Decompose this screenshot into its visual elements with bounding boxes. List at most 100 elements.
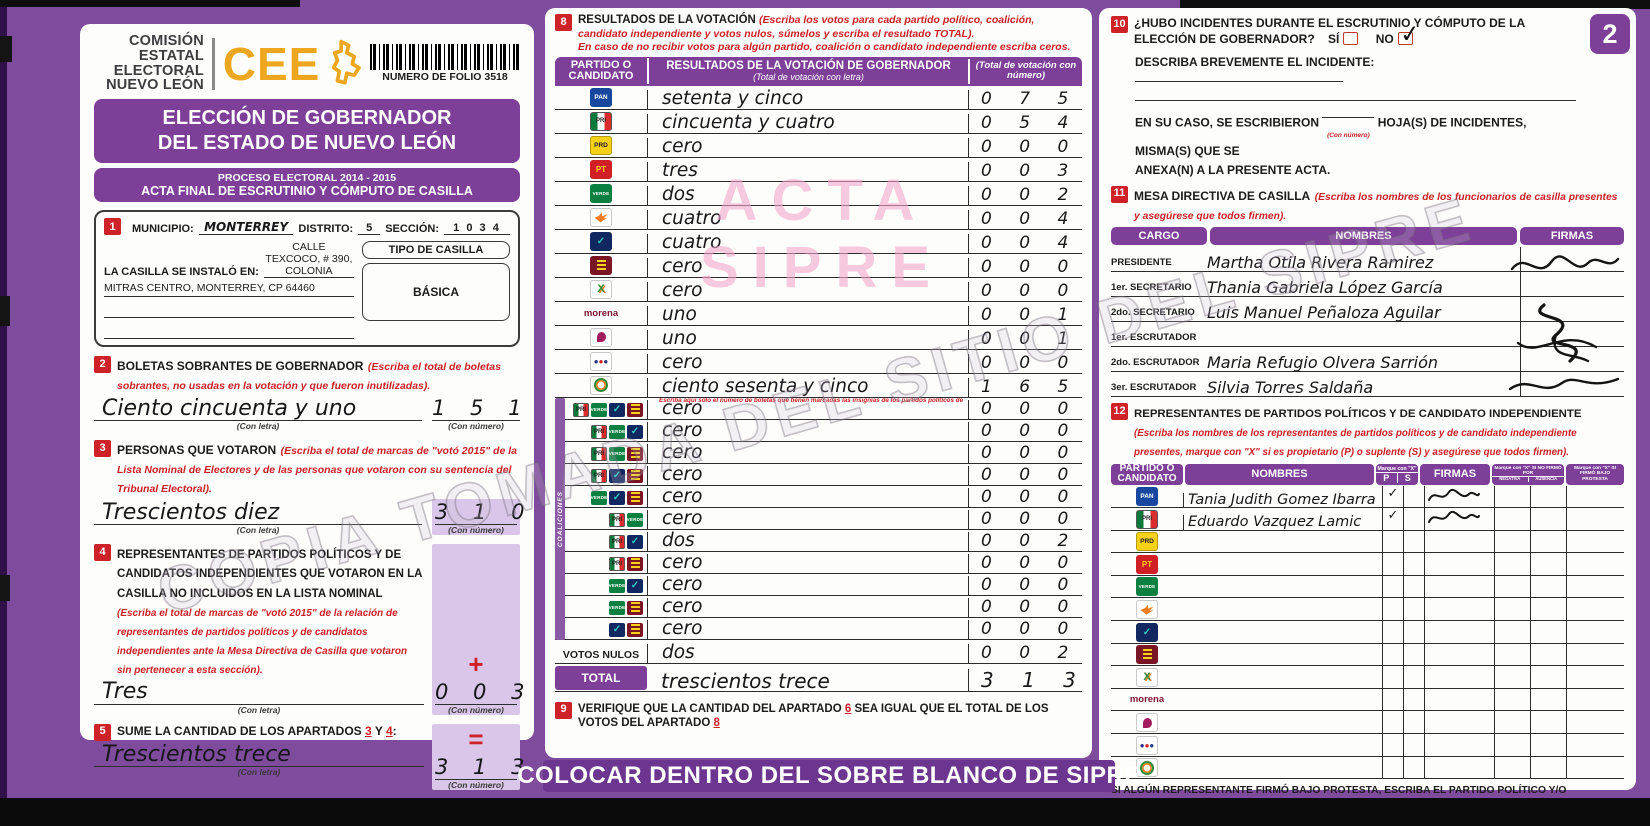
propietario-check[interactable] (1382, 711, 1403, 734)
negativa-cell[interactable] (1494, 553, 1530, 575)
boletas-sobrantes-numero[interactable]: 1 5 1 (432, 395, 531, 421)
propietario-check[interactable] (1382, 598, 1403, 621)
protesta-cell[interactable] (1566, 530, 1624, 553)
ausencia-cell[interactable] (1530, 508, 1566, 530)
vote-numero-mc[interactable]: 0 0 4 (968, 210, 1082, 229)
ausencia-cell[interactable] (1530, 553, 1566, 575)
negativa-cell[interactable] (1494, 485, 1530, 508)
vote-letra-pt[interactable]: tres (647, 162, 968, 181)
coalition-numero-5[interactable]: 0 0 0 (968, 510, 1082, 529)
suma-letra[interactable]: Trescientos trece (94, 742, 424, 767)
firma-cell[interactable] (1520, 371, 1624, 396)
protesta-cell[interactable] (1566, 621, 1624, 643)
vote-letra-morena[interactable]: uno (647, 306, 968, 325)
negativa-cell[interactable] (1494, 688, 1530, 711)
representante-nombre[interactable]: Tania Judith Gomez Ibarra (1183, 493, 1382, 508)
ausencia-cell[interactable] (1530, 756, 1566, 779)
incidente-blank-1[interactable] (1135, 69, 1343, 83)
funcionario-nombre[interactable]: Martha Otila Rivera Ramirez (1207, 252, 1434, 272)
coalition-numero-10[interactable]: 0 0 0 (968, 620, 1082, 639)
vote-letra-alianza[interactable]: cuatro (647, 234, 968, 253)
vote-numero-pd[interactable]: 0 0 0 (968, 258, 1082, 277)
coalition-numero-4[interactable]: 0 0 0 (968, 488, 1082, 507)
vote-letra-indep[interactable]: ciento sesenta y cinco (647, 378, 968, 397)
suplente-check[interactable] (1403, 756, 1424, 779)
coalition-letra-5[interactable]: cero (647, 510, 968, 529)
firma-cell[interactable] (1520, 346, 1624, 371)
propietario-check[interactable] (1382, 530, 1403, 553)
propietario-check[interactable] (1382, 553, 1403, 575)
negativa-cell[interactable] (1494, 756, 1530, 779)
negativa-cell[interactable] (1494, 621, 1530, 643)
representante-firma[interactable] (1424, 508, 1494, 530)
suplente-check[interactable] (1403, 688, 1424, 711)
vote-letra-cruzada[interactable]: cero (647, 282, 968, 301)
votos-nulos-numero[interactable]: 0 0 2 (968, 644, 1082, 663)
coalition-numero-1[interactable]: 0 0 0 (968, 422, 1082, 441)
coalition-letra-1[interactable]: cero (647, 422, 968, 441)
ausencia-cell[interactable] (1530, 621, 1566, 643)
suplente-check[interactable] (1403, 553, 1424, 575)
suplente-check[interactable] (1403, 643, 1424, 666)
coalition-letra-0[interactable]: cero (647, 400, 968, 419)
protesta-cell[interactable] (1566, 553, 1624, 575)
address-line-3[interactable] (104, 303, 354, 319)
protesta-cell[interactable] (1566, 508, 1624, 530)
representante-firma[interactable] (1424, 530, 1494, 553)
suplente-check[interactable] (1403, 508, 1424, 530)
total-numero[interactable]: 3 1 3 (968, 668, 1082, 691)
vote-letra-pan[interactable]: setenta y cinco (647, 90, 968, 109)
propietario-check[interactable]: ✓ (1382, 485, 1403, 508)
protesta-cell[interactable] (1566, 598, 1624, 621)
protesta-cell[interactable] (1566, 643, 1624, 666)
vote-letra-es[interactable]: cero (647, 354, 968, 373)
vote-numero-pri[interactable]: 0 5 4 (968, 114, 1082, 133)
representante-firma[interactable] (1424, 666, 1494, 688)
protesta-cell[interactable] (1566, 688, 1624, 711)
negativa-cell[interactable] (1494, 643, 1530, 666)
propietario-check[interactable] (1382, 734, 1403, 756)
negativa-cell[interactable] (1494, 598, 1530, 621)
vote-letra-humanista[interactable]: uno (647, 330, 968, 349)
vote-letra-prd[interactable]: cero (647, 138, 968, 157)
funcionario-nombre[interactable]: Luis Manuel Peñaloza Aguilar (1207, 302, 1441, 322)
representante-firma[interactable] (1424, 485, 1494, 508)
tipo-casilla-value[interactable]: BÁSICA (362, 263, 510, 322)
vote-numero-indep[interactable]: 1 6 5 (968, 378, 1082, 397)
suma-numero[interactable]: 3 1 3 (435, 754, 534, 780)
firma-cell[interactable] (1520, 271, 1624, 296)
funcionario-nombre[interactable]: Silvia Torres Saldaña (1207, 377, 1374, 397)
suplente-check[interactable] (1403, 666, 1424, 688)
coalition-numero-8[interactable]: 0 0 0 (968, 576, 1082, 595)
protesta-cell[interactable] (1566, 575, 1624, 598)
funcionario-nombre[interactable]: Maria Refugio Olvera Sarrión (1207, 352, 1439, 372)
suplente-check[interactable] (1403, 598, 1424, 621)
representante-firma[interactable] (1424, 643, 1494, 666)
coalition-letra-10[interactable]: cero (647, 620, 968, 639)
address-line-4[interactable] (104, 324, 354, 340)
vote-numero-es[interactable]: 0 0 0 (968, 354, 1082, 373)
vote-letra-mc[interactable]: cuatro (647, 210, 968, 229)
coalition-numero-0[interactable]: 0 0 0 (968, 400, 1082, 419)
representante-nombre[interactable]: Eduardo Vazquez Lamic (1183, 515, 1382, 530)
negativa-cell[interactable] (1494, 508, 1530, 530)
protesta-cell[interactable] (1566, 734, 1624, 756)
coalition-letra-7[interactable]: cero (647, 554, 968, 573)
coalition-letra-3[interactable]: cero (647, 466, 968, 485)
coalition-numero-3[interactable]: 0 0 0 (968, 466, 1082, 485)
firma-cell[interactable] (1520, 296, 1624, 321)
protesta-cell[interactable] (1566, 711, 1624, 734)
municipio-value[interactable]: MONTERREY (198, 220, 294, 236)
vote-numero-alianza[interactable]: 0 0 4 (968, 234, 1082, 253)
vote-numero-verde[interactable]: 0 0 2 (968, 186, 1082, 205)
coalition-numero-6[interactable]: 0 0 2 (968, 532, 1082, 551)
ausencia-cell[interactable] (1530, 734, 1566, 756)
representante-firma[interactable] (1424, 575, 1494, 598)
representante-firma[interactable] (1424, 553, 1494, 575)
propietario-check[interactable] (1382, 621, 1403, 643)
firma-cell[interactable] (1520, 246, 1624, 271)
votos-nulos-letra[interactable]: dos (647, 644, 968, 663)
representante-firma[interactable] (1424, 688, 1494, 711)
representante-firma[interactable] (1424, 734, 1494, 756)
coalition-numero-7[interactable]: 0 0 0 (968, 554, 1082, 573)
